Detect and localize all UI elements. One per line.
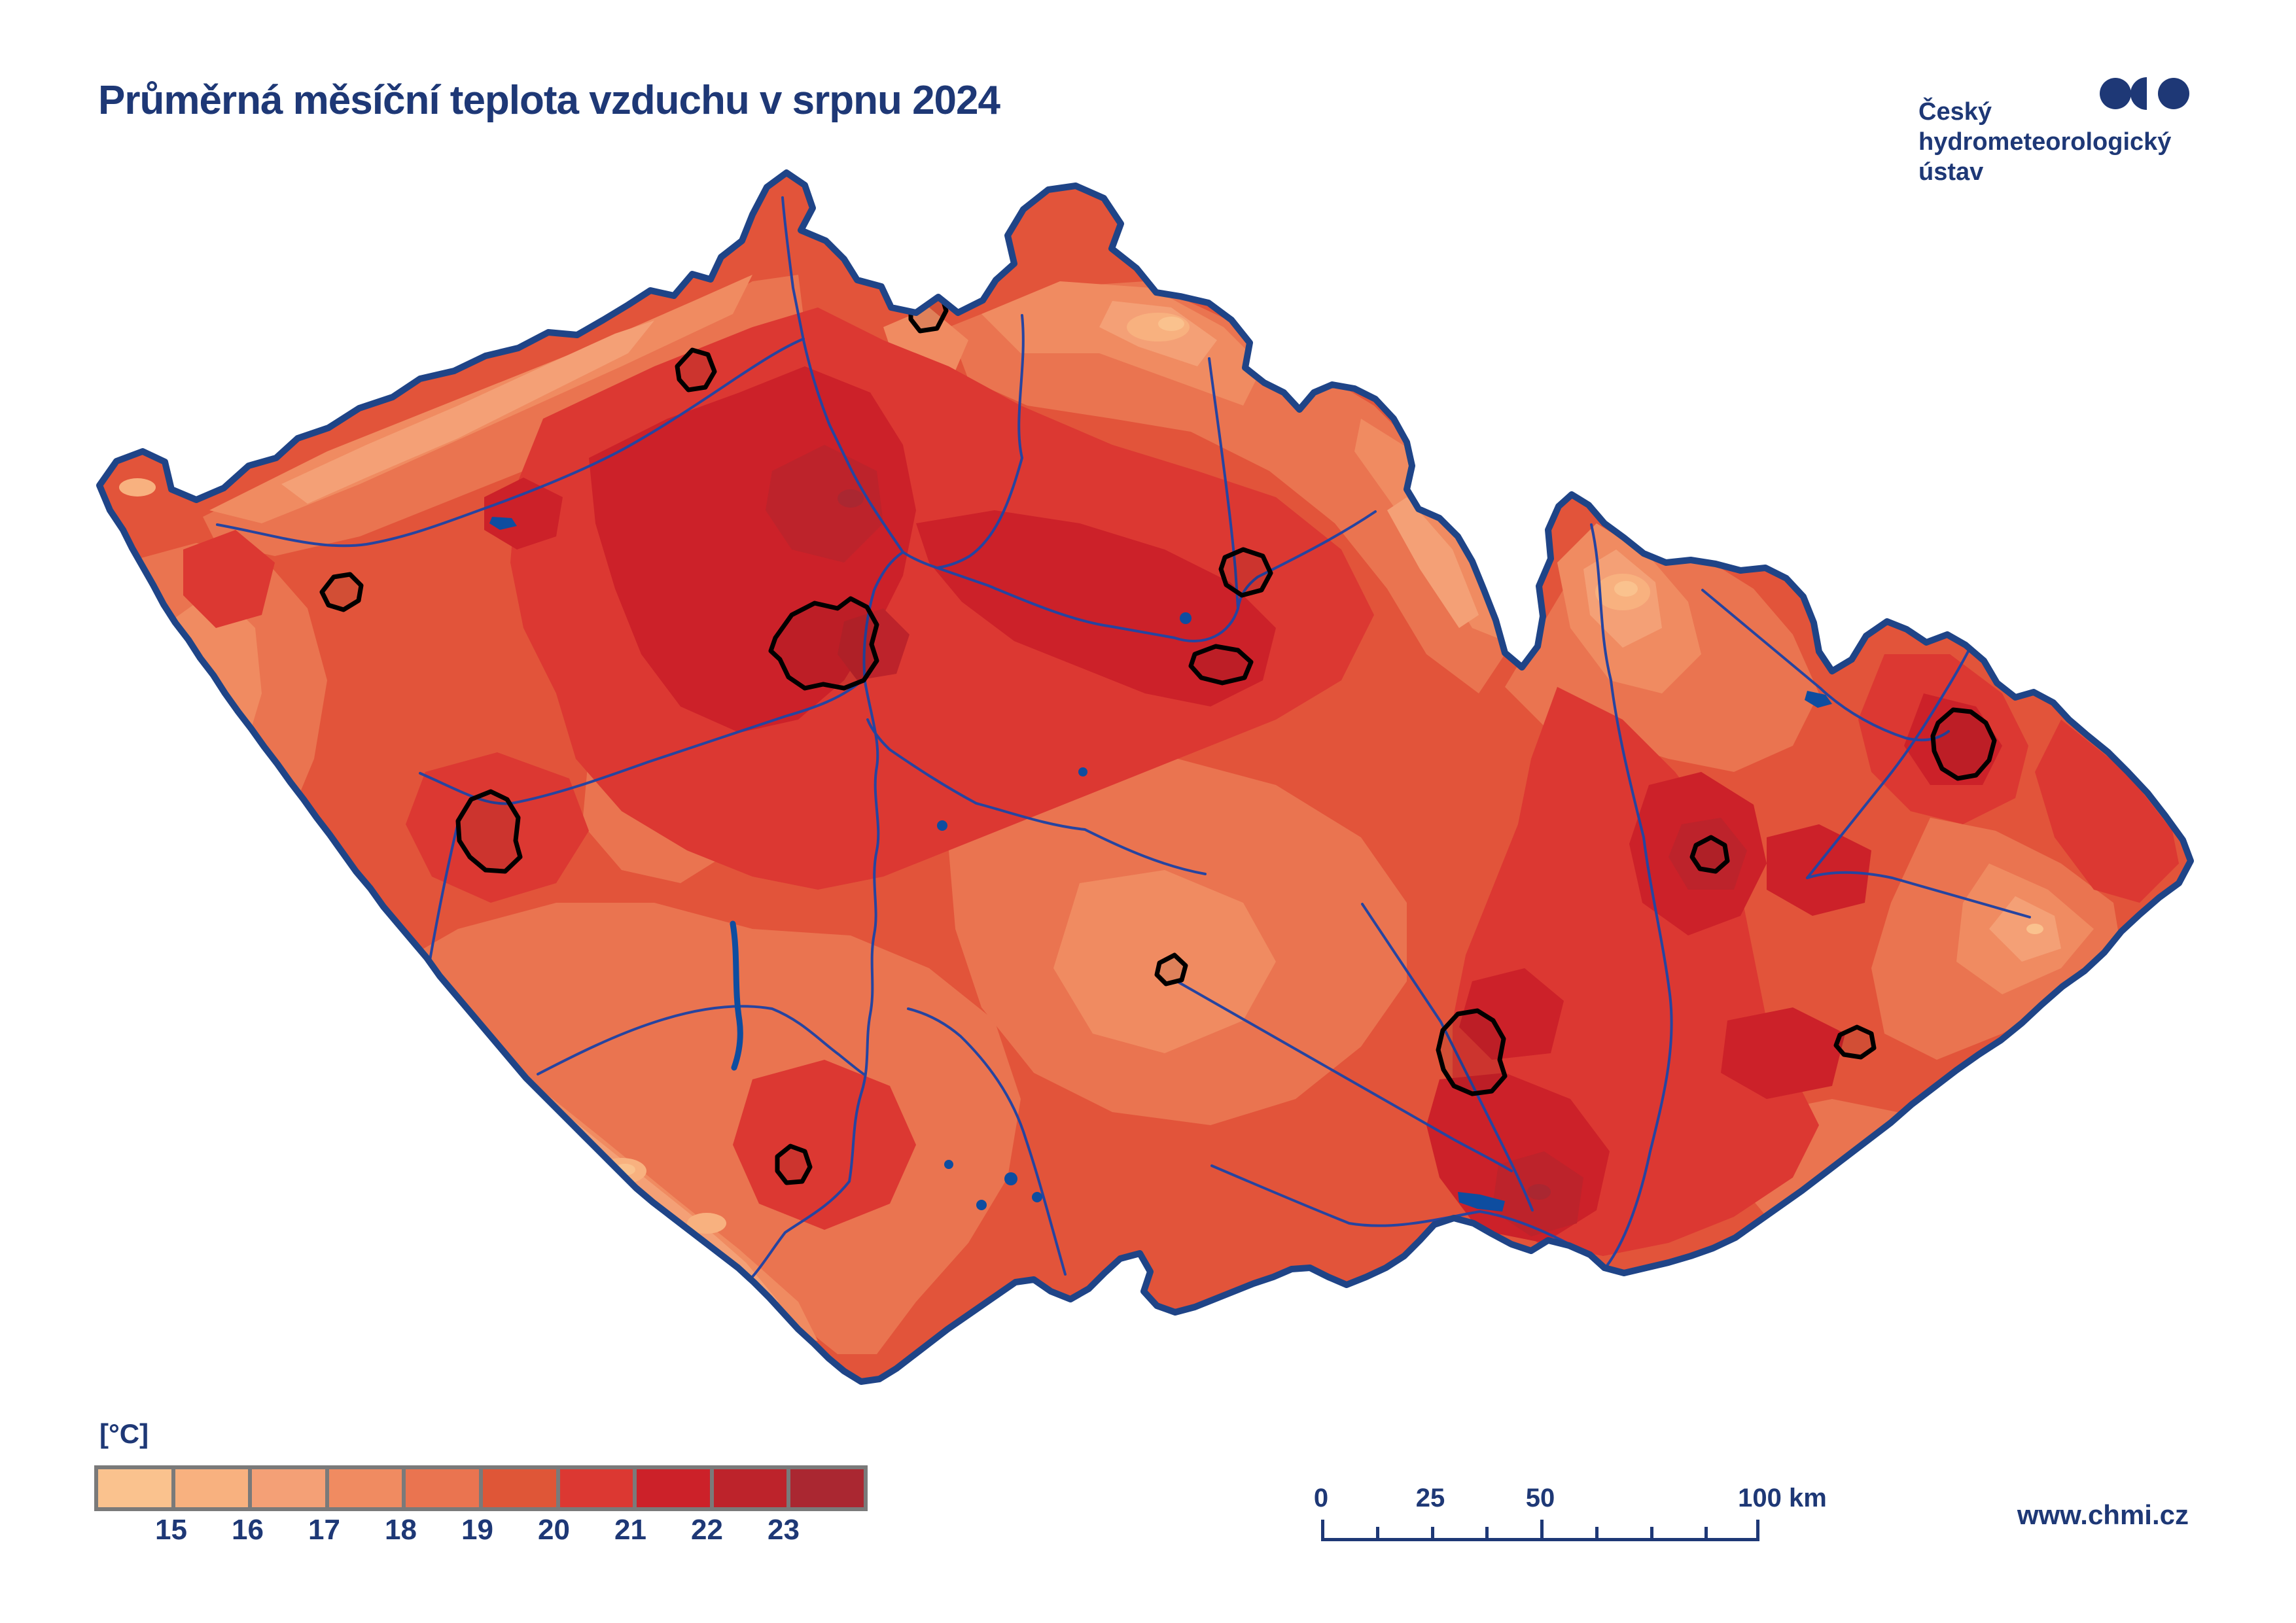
logo-line-1: Český [1918,98,1992,126]
city-brno [1436,1008,1508,1096]
scale-tick [1595,1527,1598,1538]
scale-ruler [1321,1520,1759,1541]
legend-tick-label: 19 [461,1514,493,1546]
legend-tick-label: 23 [768,1514,800,1546]
rivers [216,196,2031,1293]
legend-tick-label: 18 [385,1514,417,1546]
city-ceske-budejovice [775,1143,813,1185]
scale-tick [1704,1527,1708,1538]
city-praha [768,596,879,691]
temperature-zones-23 [838,489,1551,1200]
city-boundaries [319,287,1997,1185]
logo-line-3: ústav [1918,158,1984,186]
legend-tick-label: 22 [691,1514,723,1546]
city-hradec [1218,547,1273,598]
scale-tick [1430,1527,1434,1538]
legend-unit-label: [°C] [99,1418,149,1449]
chmi-logo-text: Český hydrometeorologický ústav [1918,97,2171,187]
legend-tick-label: 15 [155,1514,187,1546]
city-usti [675,347,717,393]
scale-label-0: 0 [1313,1484,1329,1512]
chmi-logo-icon [2100,77,2189,110]
legend-tick-label: 17 [308,1514,340,1546]
legend-color-cell [406,1469,479,1507]
country-border [96,169,2194,1385]
legend-color-cell [713,1469,787,1507]
legend-tick-label: 20 [538,1514,570,1546]
scale-tick [1321,1520,1324,1538]
city-zlin [1833,1024,1877,1060]
logo-line-2: hydrometeorologický [1918,128,2172,156]
scale-label-100: 100 km [1738,1484,1827,1512]
legend-tick-label: 16 [232,1514,264,1546]
legend-color-cell [637,1469,710,1507]
legend-color-cell [482,1469,556,1507]
legend-color-cell [328,1469,402,1507]
scale-label-50: 50 [1525,1484,1555,1512]
legend-bar [94,1465,868,1511]
legend-ticks: 15 16 17 18 19 20 21 22 23 [133,1514,822,1546]
scale-bar: 0 25 50 100 km [1314,1484,1827,1543]
city-ostrava [1930,707,1997,781]
city-karlovy-vary [319,572,364,612]
temperature-zones-coldest [614,317,2043,1176]
website-text: www.chmi.cz [2017,1499,2189,1530]
city-olomouc [1689,835,1730,874]
scale-tick [1540,1520,1544,1538]
legend-color-cell [252,1469,325,1507]
legend-color-cell [98,1469,171,1507]
city-plzen [455,789,523,874]
city-pardubice [1188,644,1254,686]
scale-tick [1485,1527,1489,1538]
legend-tick-label: 21 [614,1514,646,1546]
scale-label-25: 25 [1415,1484,1445,1512]
scale-tick [1650,1527,1653,1538]
legend-color-cell [559,1469,633,1507]
legend-color-cell [790,1469,864,1507]
page-title: Průměrná měsíční teplota vzduchu v srpnu… [98,78,1000,123]
scale-tick [1756,1520,1759,1538]
scale-tick [1375,1527,1379,1538]
legend-color-cell [175,1469,249,1507]
city-jihlava [1154,952,1188,986]
